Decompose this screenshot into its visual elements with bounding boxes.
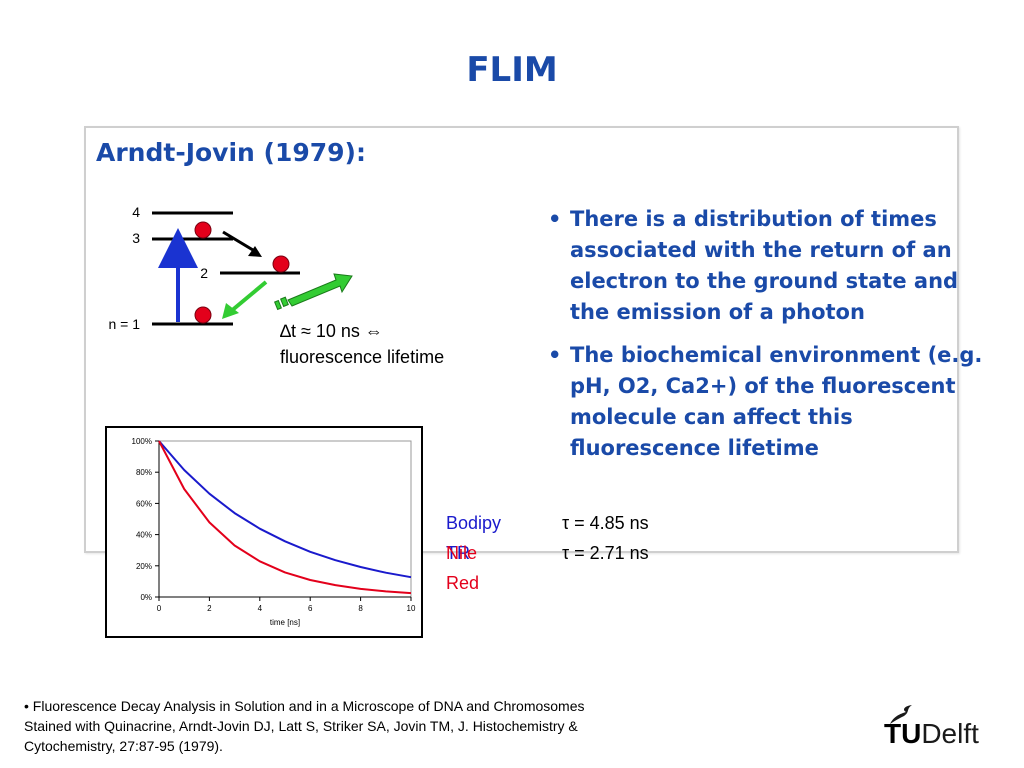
slide-title: FLIM [466,50,558,90]
logo-tu: TU [884,718,922,749]
x-tick-label: 0 [157,604,162,613]
flame-icon [890,705,912,724]
electron-level-2 [272,255,290,273]
bullet-text: The biochemical environment (e.g. pH, O2… [570,343,983,460]
level-3-label: 3 [132,230,140,246]
bullet-dot: • [548,343,562,367]
x-axis-label: time [ns] [270,618,300,627]
lifetime-note-line2: fluorescence lifetime [280,347,445,367]
y-tick-label: 80% [136,468,152,477]
y-tick-label: 40% [136,531,152,540]
decay-chart-svg: 0% 20% 40% 60% 80% 100% 0 2 4 6 8 10 time [ns] [132,437,416,627]
x-tick-label: 4 [258,604,263,613]
legend-tau: τ = 2.71 ns [562,543,649,563]
logo-wordmark: TUDelft [884,718,979,750]
relaxation-arrow [222,230,259,255]
x-tick-label: 10 [407,604,416,613]
decay-chart: 0% 20% 40% 60% 80% 100% 0 2 4 6 8 10 time [ns] [105,426,423,638]
tudelft-logo: TUDelft [884,704,1004,754]
citation-footnote: • Fluorescence Decay Analysis in Solutio… [24,698,585,754]
bullet-list: • There is a distribution of times assoc… [548,204,998,476]
decay-arrowhead [222,303,239,319]
photon-arrow [273,273,353,311]
level-1-label: n = 1 [108,316,140,332]
reference-heading: Arndt-Jovin (1979): [96,138,366,167]
relaxation-arrowhead [248,246,262,257]
electron-level-1 [194,306,212,324]
y-tick-label: 0% [140,593,152,602]
bullet-dot: • [548,207,562,231]
bullet-item: • There is a distribution of times assoc… [548,204,998,328]
level-2-label: 2 [200,265,208,281]
electron-level-3 [194,221,212,239]
bullet-text: There is a distribution of times associa… [570,207,959,324]
decay-arrow [228,280,268,314]
legend-name: Nile Red [446,543,480,593]
lifetime-note-line1: ∆t ≈ 10 ns ⇔ [280,321,383,341]
series-line [158,440,412,579]
y-tick-label: 60% [136,499,152,508]
x-tick-label: 2 [207,604,212,613]
plot-area [158,440,412,598]
x-tick-label: 6 [308,604,313,613]
x-tick-label: 8 [358,604,363,613]
energy-level-diagram: 4 3 2 n = 1 [108,204,353,332]
bullet-item: • The biochemical environment (e.g. pH, … [548,340,998,464]
level-4-label: 4 [132,204,140,220]
y-tick-label: 100% [132,437,152,446]
legend-tau: τ = 4.85 ns [562,513,649,533]
series-line [158,440,412,595]
legend-name: Bodipy TR [446,513,502,563]
logo-delft: Delft [921,718,979,749]
lifetime-note: ∆t ≈ 10 ns ⇔ fluorescence lifetime [280,318,444,370]
y-tick-label: 20% [136,562,152,571]
